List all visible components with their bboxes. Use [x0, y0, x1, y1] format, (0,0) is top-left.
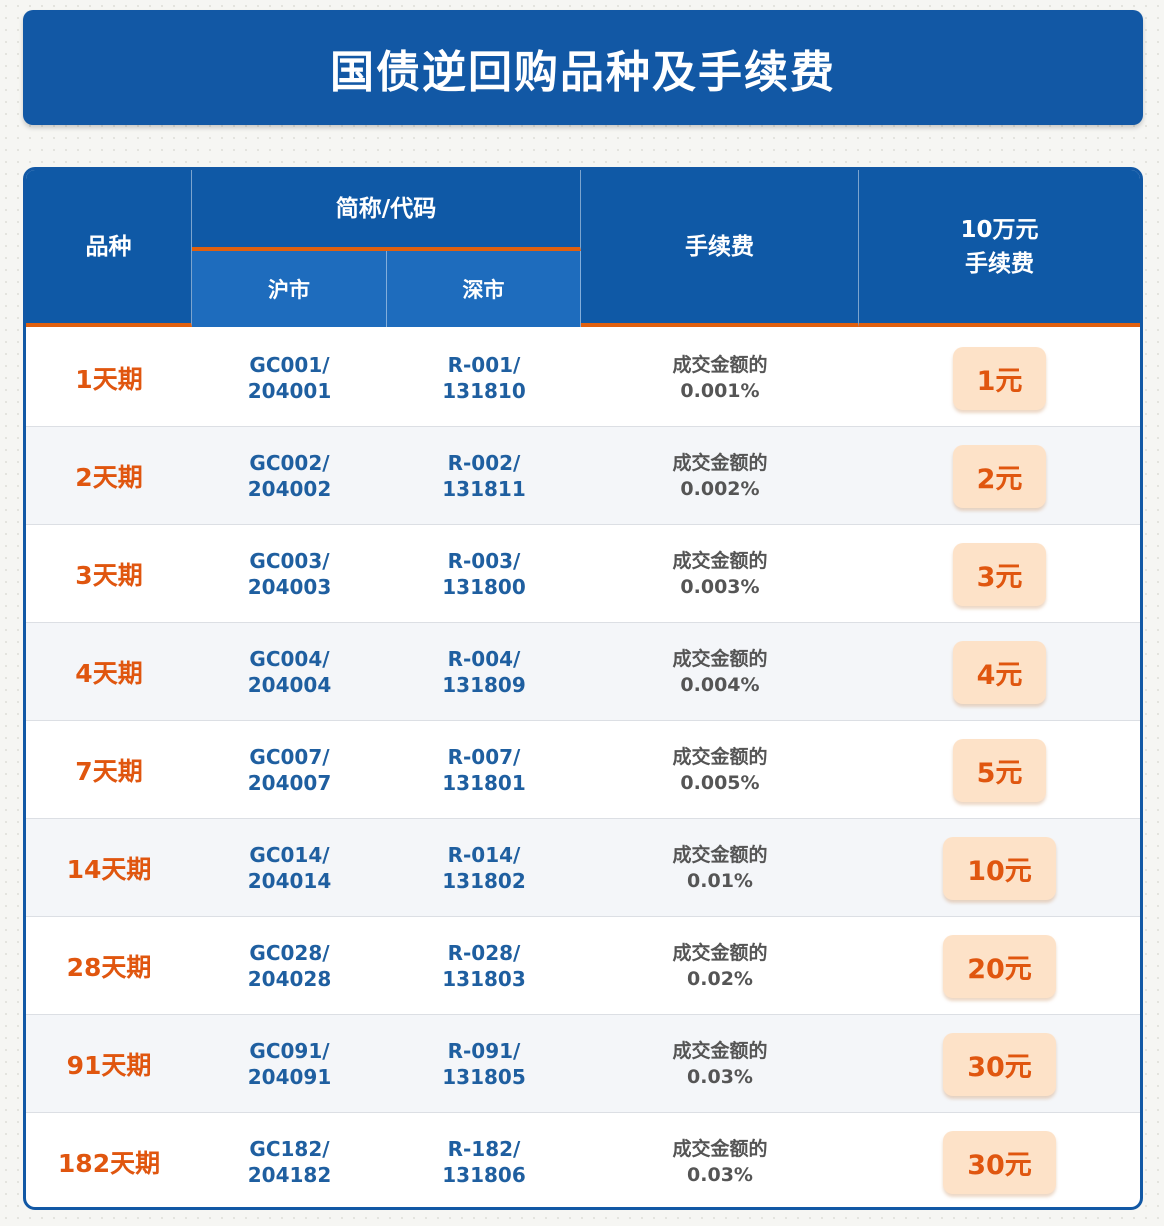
- fee-amount: 3元: [952, 542, 1047, 606]
- cell: 2元: [859, 427, 1140, 525]
- sh-code: GC003/ 204003: [247, 549, 332, 599]
- cell: 30元: [859, 1015, 1140, 1113]
- variety: 7天期: [75, 757, 143, 786]
- table-row: 182天期 GC182/ 204182 R-182/ 131806 成交金额的 0.0…: [26, 1113, 1140, 1207]
- table-row: 28天期 GC028/ 204028 R-028/ 131803 成交金额的 0.02…: [26, 917, 1140, 1015]
- variety: 4天期: [75, 659, 143, 688]
- cell: 30元: [859, 1113, 1140, 1207]
- sh-code: GC014/ 204014: [247, 843, 332, 893]
- fee-amount: 30元: [943, 1130, 1056, 1194]
- sz-code: R-014/ 131802: [442, 843, 526, 893]
- variety: 1天期: [75, 365, 143, 394]
- fee-amount: 30元: [943, 1032, 1056, 1096]
- variety: 3天期: [75, 561, 143, 590]
- sz-code: R-001/ 131810: [442, 353, 526, 403]
- variety: 2天期: [75, 463, 143, 492]
- table: 品种 简称/代码 沪市 深市 手续费 10万元 手续费 1天期 GC001/ 20…: [23, 167, 1143, 1210]
- sz-code: R-003/ 131800: [442, 549, 526, 599]
- cell: 1元: [859, 329, 1140, 427]
- sz-code: R-028/ 131803: [442, 941, 526, 991]
- fee-rate: 成交金额的 0.005%: [672, 746, 768, 794]
- cell: 4元: [859, 623, 1140, 721]
- fee-rate: 成交金额的 0.003%: [672, 550, 768, 598]
- table-row: 91天期 GC091/ 204091 R-091/ 131805 成交金额的 0.03…: [26, 1015, 1140, 1113]
- sh-code: GC182/ 204182: [247, 1137, 332, 1187]
- header-cell: 手续费: [581, 170, 859, 327]
- sz-code: R-002/ 131811: [442, 451, 526, 501]
- fee-rate: 成交金额的 0.004%: [672, 648, 768, 696]
- fee-amount: 10元: [943, 836, 1056, 900]
- fee-rate: 成交金额的 0.002%: [672, 452, 768, 500]
- variety: 182天期: [57, 1149, 161, 1178]
- sh-code: GC091/ 204091: [247, 1039, 332, 1089]
- cell: 3元: [859, 525, 1140, 623]
- fee-amount: 1元: [952, 346, 1047, 410]
- fee-rate: 成交金额的 0.001%: [672, 354, 768, 402]
- variety: 28天期: [66, 953, 152, 982]
- header-cell: 深市: [387, 251, 581, 327]
- cell: 20元: [859, 917, 1140, 1015]
- table-row: 14天期 GC014/ 204014 R-014/ 131802 成交金额的 0.01…: [26, 819, 1140, 917]
- sh-code: GC001/ 204001: [247, 353, 332, 403]
- table-row: 1天期 GC001/ 204001 R-001/ 131810 成交金额的 0.001…: [26, 329, 1140, 427]
- fee-rate: 成交金额的 0.01%: [672, 844, 768, 892]
- table-row: 2天期 GC002/ 204002 R-002/ 131811 成交金额的 0.002…: [26, 427, 1140, 525]
- header-cell: 10万元 手续费: [859, 170, 1140, 327]
- sh-code: GC028/ 204028: [247, 941, 332, 991]
- sz-code: R-182/ 131806: [442, 1137, 526, 1187]
- fee-amount: 4元: [952, 640, 1047, 704]
- sz-code: R-007/ 131801: [442, 745, 526, 795]
- sz-code: R-004/ 131809: [442, 647, 526, 697]
- fee-amount: 5元: [952, 738, 1047, 802]
- table-row: 4天期 GC004/ 204004 R-004/ 131809 成交金额的 0.004…: [26, 623, 1140, 721]
- title: 国债逆回购品种及手续费: [23, 10, 1143, 125]
- cell: 5元: [859, 721, 1140, 819]
- table-row: 7天期 GC007/ 204007 R-007/ 131801 成交金额的 0.005…: [26, 721, 1140, 819]
- sh-code: GC007/ 204007: [247, 745, 332, 795]
- sz-code: R-091/ 131805: [442, 1039, 526, 1089]
- header-cell: 简称/代码: [192, 170, 581, 251]
- fee-rate: 成交金额的 0.02%: [672, 942, 768, 990]
- header-cell: 品种: [26, 170, 192, 327]
- fee-amount: 20元: [943, 934, 1056, 998]
- sh-code: GC004/ 204004: [247, 647, 332, 697]
- variety: 91天期: [66, 1051, 152, 1080]
- variety: 14天期: [66, 855, 152, 884]
- cell: 10元: [859, 819, 1140, 917]
- table-row: 3天期 GC003/ 204003 R-003/ 131800 成交金额的 0.003…: [26, 525, 1140, 623]
- sh-code: GC002/ 204002: [247, 451, 332, 501]
- fee-rate: 成交金额的 0.03%: [672, 1138, 768, 1186]
- header-cell: 沪市: [192, 251, 387, 327]
- fee-amount: 2元: [952, 444, 1047, 508]
- fee-rate: 成交金额的 0.03%: [672, 1040, 768, 1088]
